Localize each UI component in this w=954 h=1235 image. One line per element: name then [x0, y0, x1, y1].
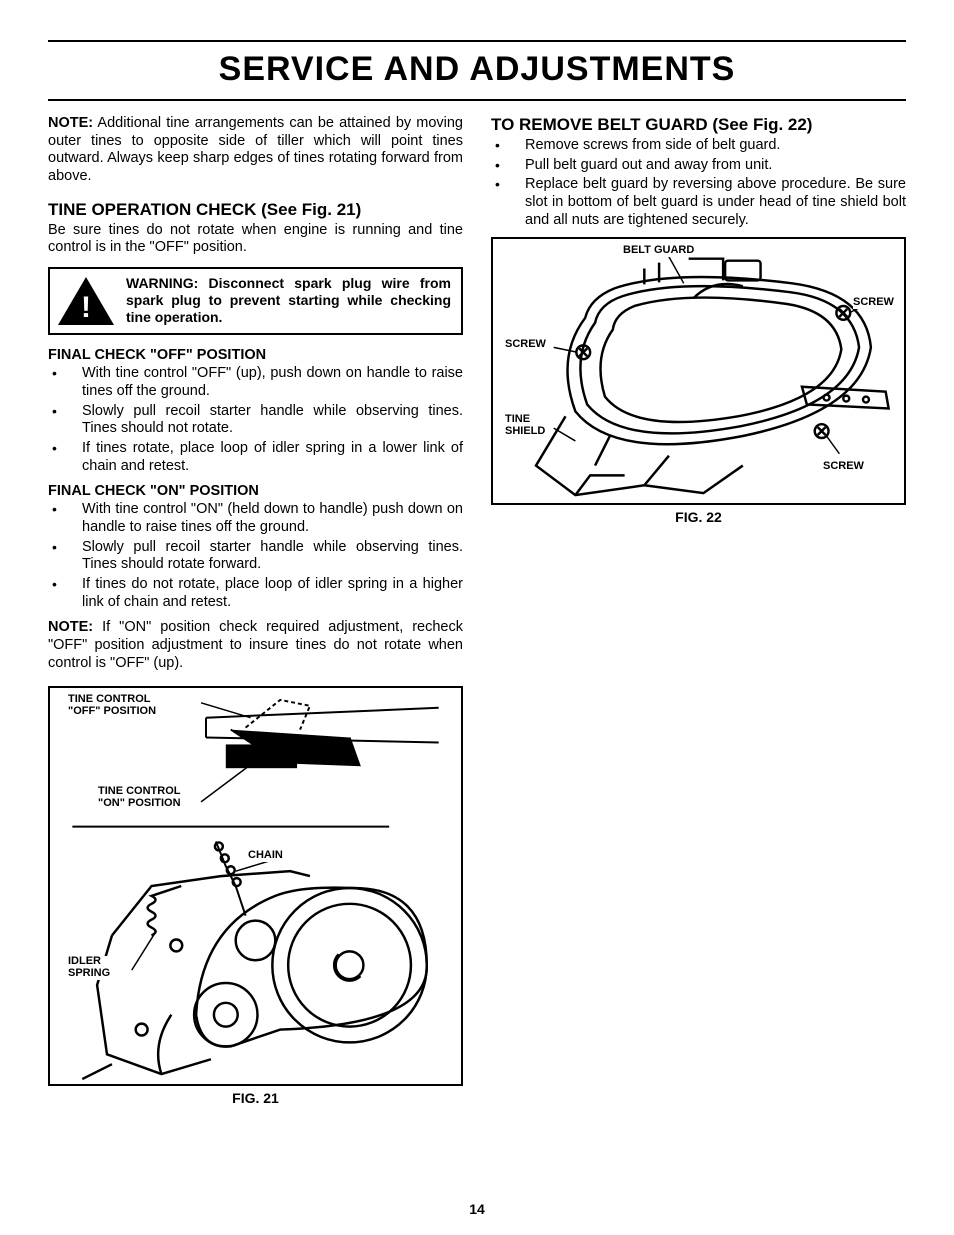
- two-column-layout: NOTE: Additional tine arrangements can b…: [48, 115, 906, 1106]
- fig22-label-belt: BELT GUARD: [623, 245, 694, 257]
- right-column: TO REMOVE BELT GUARD (See Fig. 22) Remov…: [491, 115, 906, 1106]
- note2-label: NOTE:: [48, 619, 93, 635]
- warning-box: ! WARNING: Disconnect spark plug wire fr…: [48, 267, 463, 335]
- note-text: Additional tine arrangements can be atta…: [48, 115, 463, 184]
- page-number: 14: [0, 1201, 954, 1217]
- fig21-label-idler: IDLERSPRING: [68, 956, 110, 979]
- list-item: If tines do not rotate, place loop of id…: [48, 576, 463, 611]
- belt-guard-list: Remove screws from side of belt guard. P…: [491, 137, 906, 229]
- list-item: Replace belt guard by reversing above pr…: [491, 176, 906, 229]
- fig22-label-screw-3: SCREW: [823, 461, 864, 473]
- on-position-list: With tine control "ON" (held down to han…: [48, 501, 463, 611]
- left-column: NOTE: Additional tine arrangements can b…: [48, 115, 463, 1106]
- note-paragraph: NOTE: Additional tine arrangements can b…: [48, 115, 463, 186]
- final-check-on-heading: FINAL CHECK "ON" POSITION: [48, 483, 463, 499]
- fig21-label-on: TINE CONTROL"ON" POSITION: [98, 786, 181, 809]
- fig22-label-screw-1: SCREW: [853, 297, 894, 309]
- list-item: Slowly pull recoil starter handle while …: [48, 539, 463, 574]
- figure-21-caption: FIG. 21: [48, 1090, 463, 1106]
- fig22-label-screw-2: SCREW: [505, 339, 546, 351]
- fig21-label-chain: CHAIN: [248, 850, 283, 862]
- list-item: With tine control "ON" (held down to han…: [48, 501, 463, 536]
- figure-21-illustration: [50, 688, 461, 1084]
- remove-belt-guard-heading: TO REMOVE BELT GUARD (See Fig. 22): [491, 115, 906, 135]
- figure-22-caption: FIG. 22: [491, 509, 906, 525]
- note2-text: If "ON" position check required adjustme…: [48, 619, 463, 670]
- fig22-label-tine-shield: TINESHIELD: [505, 414, 545, 437]
- final-check-off-heading: FINAL CHECK "OFF" POSITION: [48, 347, 463, 363]
- note-label: NOTE:: [48, 115, 93, 131]
- list-item: Remove screws from side of belt guard.: [491, 137, 906, 155]
- figure-22-frame: BELT GUARD SCREW SCREW TINESHIELD SCREW: [491, 237, 906, 505]
- list-item: Slowly pull recoil starter handle while …: [48, 403, 463, 438]
- off-position-list: With tine control "OFF" (up), push down …: [48, 365, 463, 475]
- page-title: SERVICE AND ADJUSTMENTS: [48, 40, 906, 101]
- figure-21-frame: TINE CONTROL"OFF" POSITION TINE CONTROL"…: [48, 686, 463, 1086]
- list-item: If tines rotate, place loop of idler spr…: [48, 440, 463, 475]
- svg-text:!: !: [81, 291, 91, 324]
- fig21-label-off: TINE CONTROL"OFF" POSITION: [68, 694, 156, 717]
- tine-operation-body: Be sure tines do not rotate when engine …: [48, 222, 463, 257]
- warning-text: WARNING: Disconnect spark plug wire from…: [126, 275, 451, 325]
- list-item: With tine control "OFF" (up), push down …: [48, 365, 463, 400]
- warning-triangle-icon: !: [56, 275, 116, 327]
- list-item: Pull belt guard out and away from unit.: [491, 157, 906, 175]
- note2-paragraph: NOTE: If "ON" position check required ad…: [48, 619, 463, 672]
- tine-operation-heading: TINE OPERATION CHECK (See Fig. 21): [48, 200, 463, 220]
